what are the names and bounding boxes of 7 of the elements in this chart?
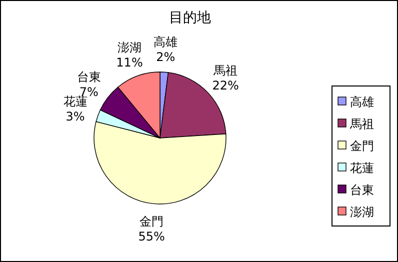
legend-label: 金門 xyxy=(350,139,374,153)
legend-label: 澎湖 xyxy=(350,205,374,219)
chart-title: 目的地 xyxy=(169,10,211,26)
legend-label: 台東 xyxy=(350,183,374,197)
legend-label: 馬祖 xyxy=(349,117,374,131)
legend-label: 高雄 xyxy=(350,95,374,109)
legend-label: 花蓮 xyxy=(350,161,374,175)
